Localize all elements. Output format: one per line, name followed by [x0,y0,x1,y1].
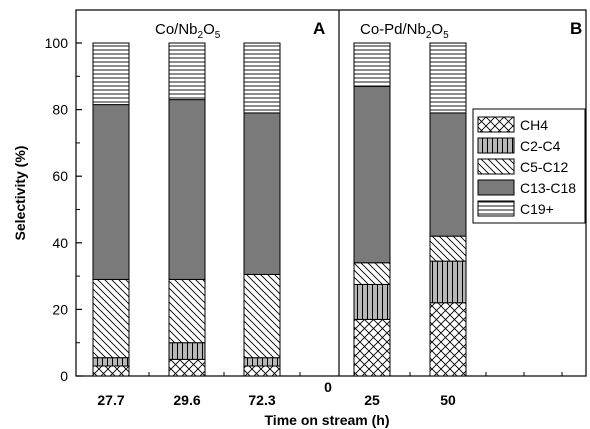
legend-swatch-c2-c4 [477,137,515,154]
bar-segment-b-50-ch4 [429,302,467,377]
legend-label-c19: C19+ [520,201,554,217]
x-tick-label-72-3: 72.3 [248,392,275,408]
bar-segment-b-50-c5-c12 [429,235,467,262]
bar-segment-a-29-6-ch4 [168,358,206,377]
bar-segment-a-72-3-c2-c4 [243,357,281,367]
bar-segment-b-25-c5-c12 [353,262,391,285]
legend-swatch-c13-c18 [477,179,515,196]
bar-segment-b-50-c13-c18 [429,112,467,237]
bar-segment-b-50-c19 [429,42,467,114]
legend-label-ch4: CH4 [520,117,548,133]
bar-segment-a-72-3-c5-c12 [243,273,281,359]
x-tick-label-50: 50 [440,392,456,408]
bar-segment-a-27-7-c2-c4 [92,357,130,367]
panel-a-title-sub2: 5 [215,30,221,41]
y-tick-label-40: 40 [52,235,68,251]
x-axis-title: Time on stream (h) [265,412,390,428]
bar-segment-b-25-c2-c4 [353,283,391,320]
bar-segment-a-29-6-c2-c4 [168,342,206,360]
y-tick-label-0: 0 [60,368,68,384]
legend: CH4 C2-C4 C5-C12 C13-C18 C19+ [472,108,586,224]
x-tick-label-25: 25 [364,392,380,408]
bar-segment-b-50-c2-c4 [429,260,467,304]
y-tick-label-100: 100 [45,35,69,51]
legend-swatch-c5-c12 [477,158,515,175]
y-axis-title: Selectivity (%) [12,146,28,241]
bar-segment-b-25-ch4 [353,318,391,377]
y-axis: 0 20 40 60 80 100 [45,35,82,384]
bars: 27.7 29.6 72.3 25 50 [92,42,467,408]
bar-segment-a-72-3-ch4 [243,365,281,377]
panel-b-zero-label: 0 [324,379,332,395]
panel-a-title-mid: O [203,21,215,38]
bar-segment-a-27-7-c13-c18 [92,104,130,280]
bar-segment-a-29-6-c19 [168,42,206,101]
y-tick-label-60: 60 [52,168,68,184]
panel-b-label: B [570,19,582,38]
panel-b-title-main: Co-Pd/Nb [360,21,426,38]
legend-swatch-ch4 [477,116,515,133]
y-tick-label-80: 80 [52,102,68,118]
panel-b-title: Co-Pd/Nb2O5 [360,21,449,41]
bar-segment-a-27-7-c5-c12 [92,278,130,359]
bar-segment-a-72-3-c13-c18 [243,112,281,275]
bar-segment-a-27-7-ch4 [92,365,130,377]
bar-segment-b-25-c19 [353,42,391,87]
plot-frame [75,9,587,377]
bar-segment-a-27-7-c19 [92,42,130,106]
panel-b-title-mid: O [431,21,443,38]
panel-a-title: Co/Nb2O5 [155,21,221,41]
panel-a-title-sub1: 2 [198,30,204,41]
bar-segment-a-29-6-c13-c18 [168,99,206,280]
bar-segment-b-25-c13-c18 [353,85,391,264]
y-tick-label-20: 20 [52,301,68,317]
bar-segment-a-72-3-c19 [243,42,281,114]
legend-swatch-c19 [477,200,515,217]
x-tick-label-29-6: 29.6 [173,392,200,408]
x-tick-label-27-7: 27.7 [97,392,124,408]
bar-segment-a-29-6-c5-c12 [168,278,206,344]
legend-label-c2-c4: C2-C4 [520,138,561,154]
legend-label-c13-c18: C13-C18 [520,180,576,196]
panel-a-title-main: Co/Nb [155,21,198,38]
panel-a-label: A [313,19,325,38]
panel-b-title-sub2: 5 [443,30,449,41]
panel-b-title-sub1: 2 [426,30,432,41]
legend-label-c5-c12: C5-C12 [520,159,568,175]
